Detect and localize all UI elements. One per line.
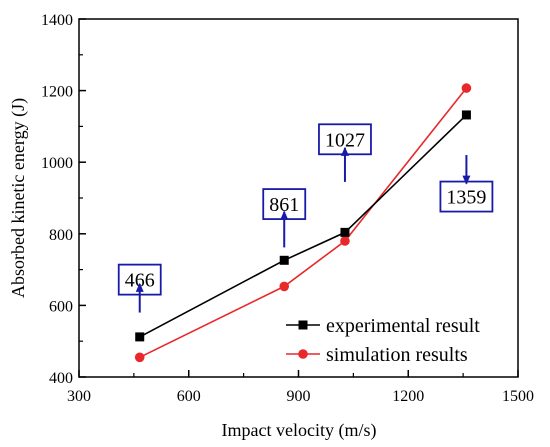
x-tick-label: 300 bbox=[67, 388, 91, 405]
x-axis: 300 600 900 1200 1500 bbox=[67, 370, 534, 405]
data-point bbox=[134, 352, 145, 363]
legend-label: simulation results bbox=[326, 344, 468, 366]
data-point bbox=[279, 281, 290, 292]
data-point bbox=[340, 236, 350, 246]
callout-label: 1359 bbox=[446, 187, 486, 209]
callout-layer: 466 861 1027 1359 bbox=[117, 123, 494, 313]
data-point bbox=[279, 255, 289, 265]
data-point bbox=[340, 227, 350, 237]
x-axis-title: Impact velocity (m/s) bbox=[222, 420, 377, 441]
y-axis: 400 600 800 1000 1200 1400 bbox=[41, 12, 86, 387]
series-layer bbox=[134, 83, 472, 363]
x-tick-label: 600 bbox=[177, 388, 201, 405]
legend-marker bbox=[298, 320, 308, 330]
data-point bbox=[461, 110, 471, 120]
callout-label: 861 bbox=[269, 194, 299, 216]
x-tick-label: 1500 bbox=[502, 388, 534, 405]
y-tick-label: 1200 bbox=[41, 84, 73, 101]
y-tick-label: 1000 bbox=[41, 155, 73, 172]
callout-arrowhead bbox=[135, 282, 144, 292]
x-tick-label: 900 bbox=[287, 388, 311, 405]
series-line bbox=[139, 114, 467, 338]
y-axis-title: Absorbed kinetic energy (J) bbox=[8, 98, 29, 298]
y-tick-label: 400 bbox=[49, 370, 73, 387]
legend: experimental result simulation results bbox=[286, 315, 480, 366]
y-tick-label: 1400 bbox=[41, 12, 73, 29]
callout-arrowhead bbox=[340, 146, 349, 156]
x-tick-label: 1200 bbox=[392, 388, 424, 405]
data-point bbox=[461, 83, 472, 93]
callout-label: 1027 bbox=[325, 129, 365, 151]
y-tick-label: 600 bbox=[49, 298, 73, 315]
series-line bbox=[139, 87, 468, 359]
callout-arrowhead bbox=[462, 175, 471, 185]
callout-arrowhead bbox=[280, 210, 289, 220]
y-tick-label: 800 bbox=[49, 227, 73, 244]
legend-label: experimental result bbox=[326, 315, 480, 337]
data-point bbox=[135, 332, 145, 342]
callout-label: 466 bbox=[125, 270, 155, 292]
legend-marker bbox=[298, 349, 308, 359]
